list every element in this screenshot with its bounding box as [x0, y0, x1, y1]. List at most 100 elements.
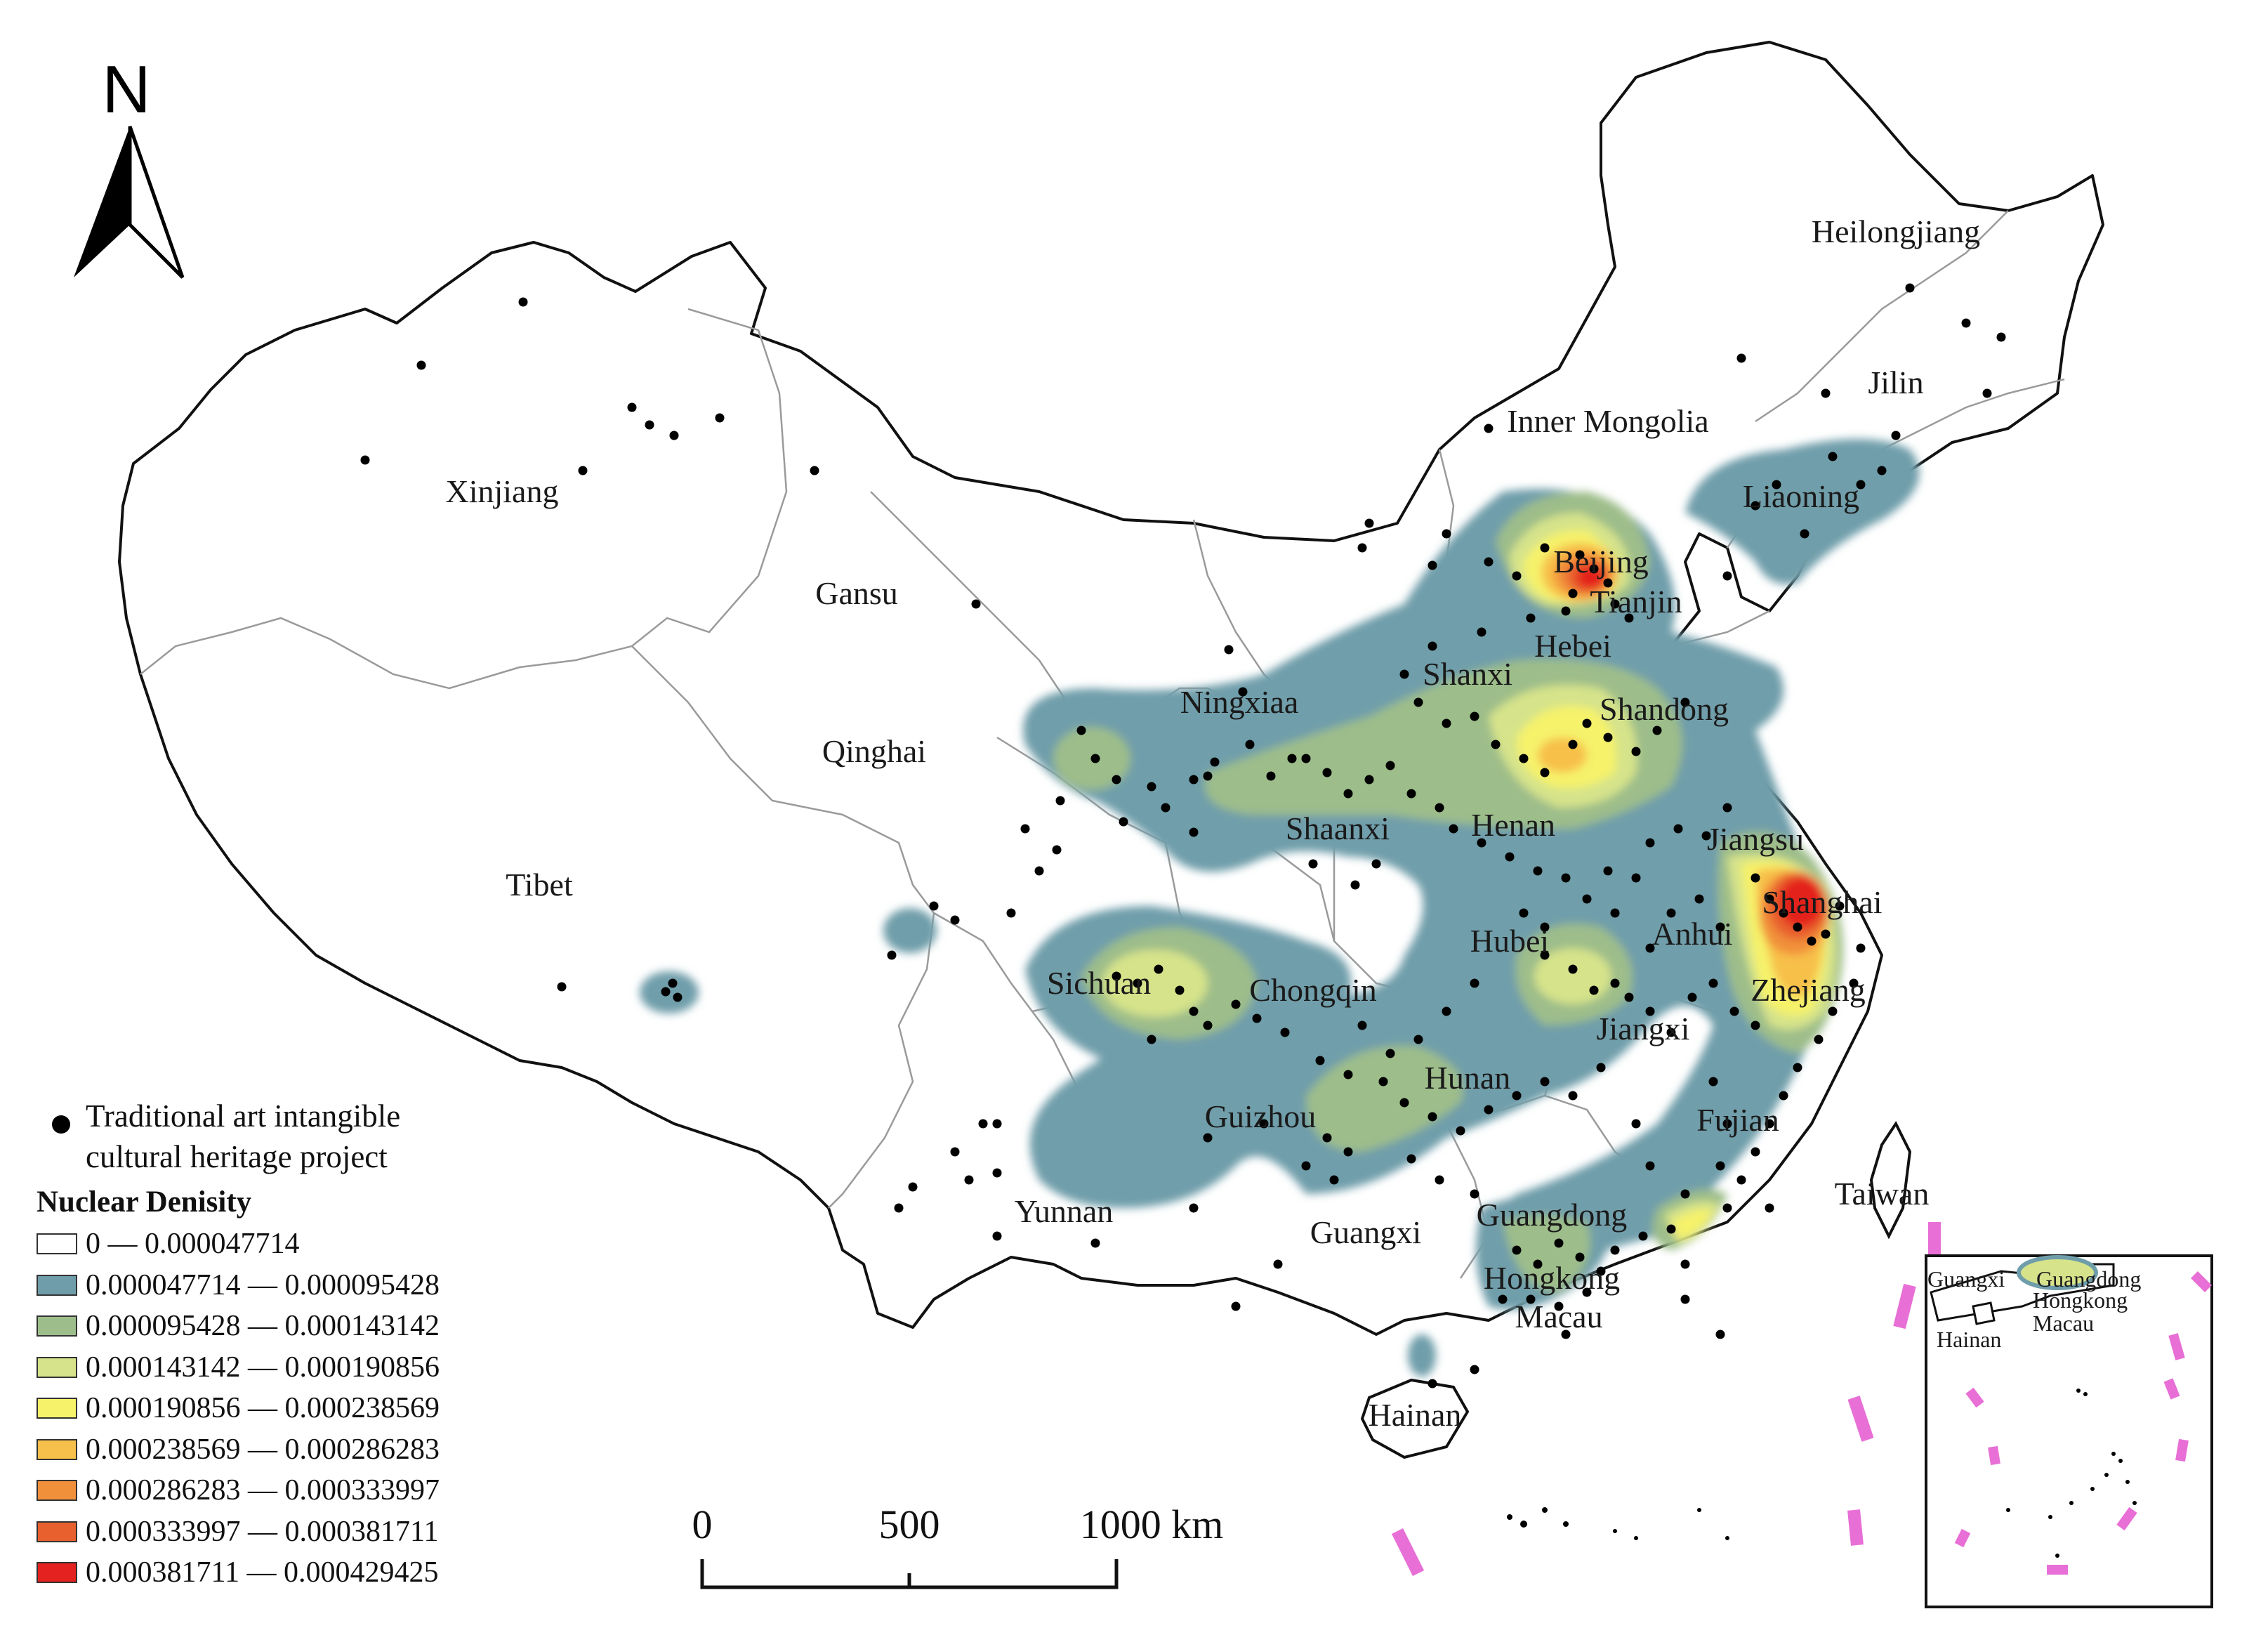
heritage-point: [1498, 1294, 1508, 1304]
heritage-point: [1856, 480, 1866, 490]
heritage-point: [416, 360, 426, 370]
heritage-point: [1287, 754, 1297, 763]
province-label-zhejiang: Zhejiang: [1751, 972, 1866, 1008]
heritage-point: [1456, 1126, 1465, 1136]
heritage-point: [1561, 873, 1571, 883]
inset-hainan-label: Hainan: [1937, 1327, 2001, 1352]
heritage-point: [1596, 1063, 1606, 1072]
heritage-point: [992, 1168, 1002, 1178]
legend-swatch: [37, 1274, 77, 1296]
heritage-point: [1034, 866, 1044, 876]
heritage-point: [578, 466, 588, 475]
heritage-point: [1701, 831, 1711, 841]
heritage-point: [1603, 578, 1613, 588]
legend-class-label: 0 — 0.000047714: [86, 1228, 300, 1261]
legend-point-line1: Traditional art intangible: [86, 1098, 401, 1134]
heritage-point: [1428, 560, 1437, 570]
heritage-point: [1385, 761, 1395, 770]
heritage-point: [1378, 1077, 1388, 1087]
map-legend: Traditional art intangible cultural heri…: [37, 1096, 640, 1594]
legend-class-0: 0 — 0.000047714: [37, 1223, 640, 1265]
heritage-point: [1512, 1245, 1522, 1255]
heritage-point: [1491, 740, 1501, 749]
heritage-point: [1540, 950, 1550, 960]
heritage-point: [1301, 754, 1311, 763]
heritage-point: [1582, 718, 1592, 728]
heritage-point: [1231, 999, 1241, 1009]
scs-islands: [1507, 1507, 1729, 1540]
heritage-point: [908, 1182, 918, 1192]
heritage-point: [1435, 1175, 1444, 1185]
heritage-point: [1112, 775, 1121, 785]
heritage-point: [1090, 754, 1100, 763]
heritage-point: [1505, 852, 1515, 862]
heritage-point: [1484, 424, 1494, 433]
heritage-point: [1779, 908, 1788, 918]
heritage-point: [810, 466, 819, 475]
heritage-point: [1231, 1301, 1241, 1311]
legend-class-3: 0.000143142 — 0.000190856: [37, 1347, 640, 1389]
heritage-point: [1280, 1028, 1290, 1037]
heritage-point: [1905, 283, 1915, 293]
heritage-point: [1343, 1147, 1353, 1157]
province-label-heilongjiang: Heilongjiang: [1812, 214, 1980, 249]
heritage-point: [1708, 978, 1718, 988]
heritage-point: [1540, 922, 1550, 932]
heritage-point: [1189, 827, 1199, 837]
heritage-point: [1519, 754, 1529, 763]
heritage-point: [1800, 529, 1809, 539]
heritage-point: [1006, 908, 1016, 918]
heritage-point: [1435, 803, 1444, 813]
province-label-guangxi: Guangxi: [1310, 1214, 1421, 1250]
heritage-point: [1666, 908, 1676, 918]
legend-class-label: 0.000143142 — 0.000190856: [86, 1351, 440, 1384]
heritage-point: [1301, 1161, 1311, 1171]
point-symbol: [52, 1115, 70, 1134]
heritage-point: [1715, 1330, 1725, 1339]
legend-swatch: [37, 1315, 77, 1337]
heritage-point: [1708, 1077, 1718, 1087]
heritage-point: [1765, 1203, 1774, 1213]
legend-class-label: 0.000333997 — 0.000381711: [86, 1515, 439, 1548]
heritage-point: [1680, 1259, 1690, 1269]
heritage-point: [1203, 771, 1213, 781]
heritage-point: [1259, 1119, 1269, 1129]
heritage-point: [950, 915, 960, 925]
heritage-point: [1603, 866, 1613, 876]
heritage-point: [1645, 838, 1655, 848]
heritage-point: [1203, 1133, 1213, 1143]
province-label-shanghai: Shanghai: [1762, 884, 1882, 920]
province-label-taiwan: Taiwan: [1835, 1176, 1930, 1212]
heritage-point: [1154, 964, 1163, 974]
heritage-point: [1477, 838, 1486, 848]
legend-swatch: [37, 1233, 77, 1255]
heritage-point: [1568, 964, 1578, 974]
heritage-point: [1666, 1028, 1676, 1037]
heritage-point: [1891, 431, 1901, 440]
taiwan-island: [1869, 1121, 1912, 1240]
heritage-point: [1315, 1056, 1325, 1065]
province-label-liaoning: Liaoning: [1743, 478, 1859, 514]
heritage-point: [1224, 645, 1234, 655]
province-label-henan: Henan: [1471, 807, 1555, 843]
legend-class-4: 0.000190856 — 0.000238569: [37, 1388, 640, 1429]
province-label-guangdong: Guangdong: [1477, 1197, 1628, 1233]
legend-class-6: 0.000286283 — 0.000333997: [37, 1470, 640, 1511]
heritage-point: [1828, 452, 1838, 461]
province-label-chongqin: Chongqin: [1249, 972, 1376, 1008]
heritage-point: [1470, 978, 1479, 988]
heritage-point: [1765, 894, 1774, 904]
heritage-point: [627, 402, 637, 412]
province-label-shandong: Shandong: [1600, 691, 1729, 727]
legend-title: Nuclear Denisity: [37, 1186, 252, 1219]
heritage-point: [1533, 866, 1543, 876]
heritage-point: [1189, 1203, 1199, 1213]
heritage-point: [1610, 1245, 1620, 1255]
legend-class-label: 0.000381711 — 0.000429425: [86, 1556, 439, 1589]
heritage-point: [1308, 859, 1318, 869]
legend-class-7: 0.000333997 — 0.000381711: [37, 1511, 640, 1553]
heritage-point: [1470, 1189, 1479, 1199]
heritage-point: [1751, 873, 1760, 883]
province-label-anhui: Anhui: [1652, 916, 1733, 952]
heritage-point: [1596, 1266, 1606, 1276]
